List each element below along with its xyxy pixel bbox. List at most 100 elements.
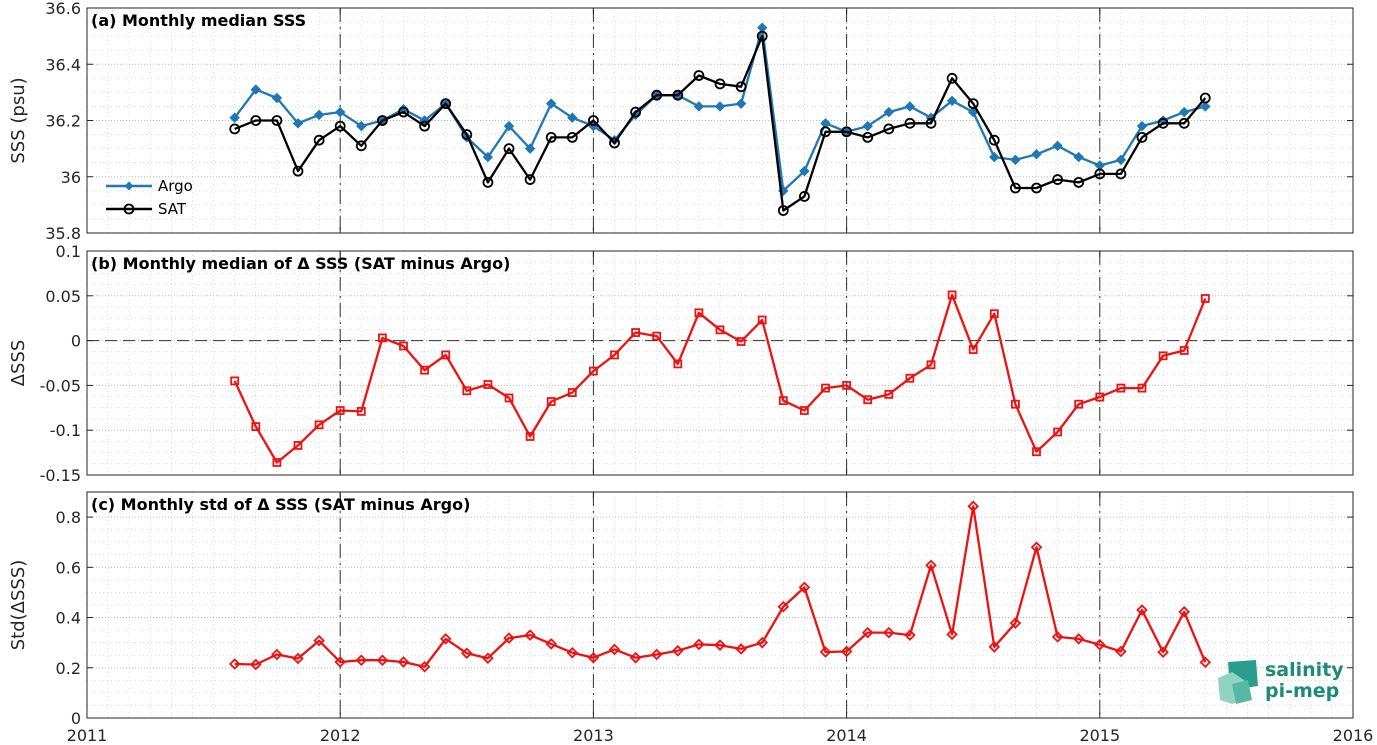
data-point: [525, 432, 535, 441]
data-point: [503, 632, 515, 644]
data-point: [272, 458, 282, 467]
data-point: [545, 638, 557, 650]
data-point: [735, 643, 747, 655]
data-point: [799, 191, 810, 202]
y-tick-label: 0.2: [56, 659, 81, 678]
data-point: [271, 92, 283, 104]
y-tick-label: 0.6: [56, 558, 81, 577]
data-point: [461, 647, 473, 659]
data-point: [292, 118, 304, 129]
data-point: [440, 98, 452, 110]
data-point: [842, 380, 851, 390]
data-point: [778, 396, 788, 406]
data-point: [1072, 633, 1085, 645]
data-point: [1200, 101, 1211, 112]
data-point: [566, 131, 578, 143]
data-point: [715, 325, 725, 335]
data-point: [946, 72, 958, 84]
data-point: [1178, 117, 1190, 129]
data-point: [735, 81, 747, 93]
data-point: [545, 98, 557, 109]
data-point: [904, 117, 916, 129]
data-point: [230, 376, 240, 386]
data-point: [292, 652, 304, 665]
data-point: [524, 143, 536, 154]
data-point: [1032, 447, 1041, 457]
data-point: [862, 131, 874, 143]
data-point: [503, 120, 515, 132]
y-tick-label: -0.05: [40, 376, 81, 395]
series-line: [234, 505, 1207, 668]
data-point: [694, 308, 704, 318]
data-point: [610, 350, 619, 360]
data-point: [693, 638, 705, 651]
data-point: [482, 151, 494, 163]
data-point: [1136, 120, 1148, 132]
data-point: [967, 98, 979, 110]
salinity-pi-mep-logo: salinity pi-mep: [1218, 659, 1344, 704]
data-point: [651, 89, 663, 101]
data-point: [313, 634, 325, 647]
data-point: [418, 661, 431, 673]
data-point: [1009, 617, 1022, 629]
data-point: [946, 628, 958, 641]
data-point: [672, 89, 684, 101]
data-point: [250, 84, 262, 95]
y-tick-label: 0.4: [56, 609, 81, 628]
data-point: [629, 651, 642, 664]
data-point: [800, 406, 809, 415]
data-point: [251, 422, 261, 432]
data-point: [736, 337, 746, 346]
series-line: [234, 34, 1207, 212]
logo-text-pi-mep: pi-mep: [1265, 680, 1339, 702]
data-point: [356, 120, 367, 132]
data-point: [1199, 656, 1212, 669]
legend-sat-marker: [123, 203, 135, 215]
data-point: [313, 134, 325, 146]
data-point: [545, 131, 557, 143]
data-point: [799, 165, 810, 177]
data-point: [989, 309, 999, 319]
data-point: [1115, 154, 1127, 166]
data-point: [1052, 174, 1063, 185]
data-point: [482, 652, 494, 665]
data-point: [1031, 149, 1042, 160]
data-point: [946, 95, 958, 107]
data-point: [777, 600, 790, 613]
panel-a: 35.8 36 36.2 36.4 36.6 SSS (psu) (a) Monthly m…: [8, 0, 1354, 243]
data-point: [589, 366, 598, 376]
data-point: [652, 331, 662, 341]
data-point: [567, 388, 577, 397]
data-point: [1011, 399, 1020, 409]
data-point: [863, 395, 873, 405]
data-point: [1136, 131, 1148, 143]
data-point: [587, 651, 600, 664]
y-tick-label: 0.8: [56, 508, 81, 527]
data-point: [271, 648, 283, 661]
data-point: [714, 639, 726, 651]
data-point: [631, 328, 640, 337]
panel-c: 0 0.2 0.4 0.6 0.8 Std(ΔSSS) (c) Monthly std of…: [8, 491, 1354, 728]
data-point: [1074, 399, 1084, 409]
data-point: [588, 115, 599, 126]
data-point: [355, 140, 367, 152]
data-point: [925, 559, 937, 572]
data-point: [1053, 427, 1062, 437]
data-point: [503, 143, 515, 155]
data-point: [1199, 92, 1211, 104]
data-point: [356, 406, 366, 416]
data-point: [439, 633, 452, 645]
sat-panel-a: [229, 30, 1211, 216]
y-tick-label: 0.05: [45, 287, 81, 306]
data-point: [925, 117, 937, 129]
data-point: [841, 126, 852, 138]
panel-title: (b) Monthly median of Δ SSS (SAT minus A…: [91, 254, 510, 273]
data-point: [1094, 638, 1106, 651]
data-point: [1136, 604, 1148, 616]
data-point: [1095, 392, 1105, 402]
data-point: [546, 397, 556, 406]
data-point: [1031, 182, 1042, 194]
x-tick-label: 2013: [573, 726, 614, 745]
data-point: [229, 112, 240, 123]
